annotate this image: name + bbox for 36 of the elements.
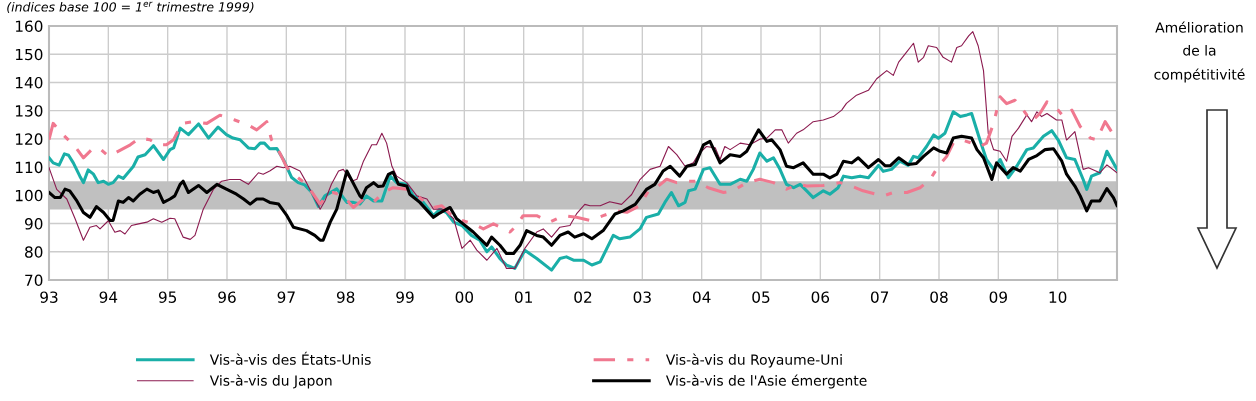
x-tick-label: 06 [811, 291, 830, 303]
x-tick-label: 01 [514, 291, 532, 303]
y-tick-label: 140 [15, 76, 43, 89]
y-tick-label: 160 [15, 20, 43, 33]
x-tick-label: 97 [277, 291, 295, 303]
text: Amélioration de la compétitivité [1154, 21, 1245, 83]
y-tick-label: 80 [25, 246, 43, 258]
y-tick-label: 90 [24, 218, 43, 230]
x-tick-label: 04 [692, 291, 711, 303]
legend-label: Vis-à-vis du Japon [209, 374, 332, 389]
x-tick-label: 10 [1049, 291, 1067, 303]
line-series [49, 31, 1117, 269]
x-tick-label: 02 [574, 291, 592, 303]
y-tick-label: 150 [15, 48, 43, 61]
x-tick-label: 07 [870, 291, 889, 303]
y-tick-label: 120 [15, 133, 43, 145]
y-tick-label: 130 [15, 105, 43, 117]
x-tick-label: 95 [158, 291, 177, 303]
x-tick-label: 96 [218, 291, 236, 303]
x-tick-label: 09 [989, 291, 1007, 303]
x-tick-label: 03 [633, 291, 651, 303]
legend-label: Vis-à-vis du Royaume-Uni [665, 353, 842, 368]
line-series [49, 128, 1117, 255]
y-tick-label: 70 [25, 274, 43, 287]
x-tick-label: 08 [930, 291, 948, 303]
chart-subtitle: (indices base 100 = 1$^{er}$ trimestre 1999) [7, 1, 254, 14]
y-tick-label: 110 [15, 161, 43, 174]
x-tick-label: 94 [99, 291, 118, 303]
x-tick-label: 98 [336, 291, 355, 303]
x-tick-label: 05 [752, 291, 770, 303]
legend-label: Vis-à-vis des États-Unis [209, 351, 371, 365]
x-tick-label: 93 [40, 291, 58, 303]
x-tick-label: 00 [455, 291, 474, 303]
legend-label: Vis-à-vis de l'Asie émergente [665, 374, 867, 389]
x-tick-label: 99 [396, 291, 414, 303]
y-tick-label: 100 [15, 189, 43, 202]
